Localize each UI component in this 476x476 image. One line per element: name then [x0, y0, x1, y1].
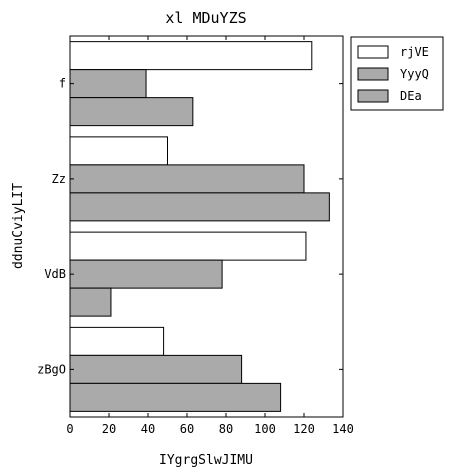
bar-DEa-VdB: [69, 287, 112, 317]
x-tick-label: 60: [180, 422, 194, 436]
legend: rjVE YyyQ DEa: [350, 36, 444, 111]
y-tick-label: Zz: [52, 172, 66, 186]
ticks-layer: f Zz VdB zBgO 0 20 40 60 80 100 120 140: [37, 36, 354, 436]
legend-swatch-YyyQ: [357, 67, 389, 81]
legend-label-DEa: DEa: [400, 89, 422, 103]
x-tick-label: 0: [66, 422, 73, 436]
bar-rjVE-VdB: [69, 231, 307, 261]
x-tick-label: 120: [293, 422, 315, 436]
legend-label-rjVE: rjVE: [400, 45, 429, 59]
x-tick-label: 140: [332, 422, 354, 436]
bar-DEa-Zz: [69, 192, 330, 222]
bar-rjVE-f: [69, 41, 313, 71]
chart-title: xl MDuYZS: [165, 9, 246, 27]
bar-YyyQ-f: [69, 69, 147, 99]
legend-swatch-DEa: [357, 89, 389, 103]
x-axis-label: IYgrgSlwJIMU: [159, 453, 253, 468]
x-tick-label: 100: [254, 422, 276, 436]
bars-layer: [69, 41, 330, 412]
bar-rjVE-Zz: [69, 136, 168, 166]
bar-YyyQ-zBgO: [69, 354, 243, 384]
bar-YyyQ-VdB: [69, 259, 223, 289]
bar-DEa-f: [69, 97, 194, 127]
bar-YyyQ-Zz: [69, 164, 305, 194]
x-tick-label: 40: [141, 422, 155, 436]
legend-label-YyyQ: YyyQ: [400, 67, 429, 81]
legend-swatch-rjVE: [357, 45, 389, 59]
plot-frame: [69, 35, 344, 418]
y-axis-label: ddnuCviyLIT: [11, 183, 26, 269]
y-tick-label: VdB: [44, 267, 66, 281]
x-tick-label: 80: [219, 422, 233, 436]
legend-items: rjVE YyyQ DEa: [357, 45, 429, 103]
x-tick-label: 20: [102, 422, 116, 436]
bar-DEa-zBgO: [69, 382, 282, 412]
y-tick-label: f: [59, 77, 66, 91]
bar-rjVE-zBgO: [69, 326, 165, 356]
y-tick-label: zBgO: [37, 362, 66, 376]
